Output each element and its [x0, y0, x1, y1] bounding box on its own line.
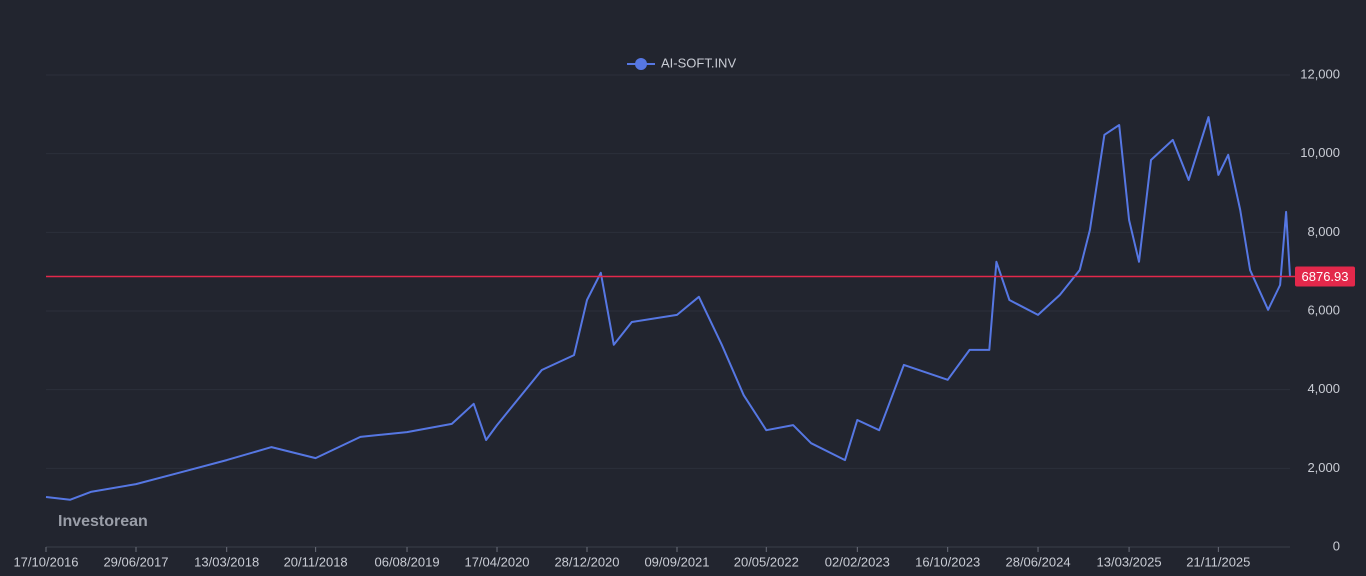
- watermark: Investorean: [58, 513, 148, 530]
- last-price-badge: [1295, 266, 1355, 287]
- y-tick-label: 2,000: [1307, 460, 1340, 475]
- x-tick-label: 28/12/2020: [554, 554, 619, 569]
- x-tick-label: 09/09/2021: [644, 554, 709, 569]
- last-price-label: 6876.93: [1302, 269, 1349, 284]
- y-tick-label: 4,000: [1307, 381, 1340, 396]
- x-tick-label: 29/06/2017: [103, 554, 168, 569]
- y-tick-label: 8,000: [1307, 224, 1340, 239]
- legend-marker: [635, 58, 647, 70]
- legend-label: AI-SOFT.INV: [661, 55, 736, 70]
- x-tick-label: 06/08/2019: [374, 554, 439, 569]
- y-tick-label: 10,000: [1300, 145, 1340, 160]
- price-line: [45, 116, 1291, 501]
- x-tick-label: 20/05/2022: [734, 554, 799, 569]
- x-tick-label: 13/03/2018: [194, 554, 259, 569]
- x-tick-label: 02/02/2023: [825, 554, 890, 569]
- x-tick-label: 28/06/2024: [1005, 554, 1070, 569]
- x-tick-label: 13/03/2025: [1097, 554, 1162, 569]
- x-tick-label: 16/10/2023: [915, 554, 980, 569]
- x-tick-label: 20/11/2018: [284, 554, 348, 569]
- y-tick-label: 12,000: [1300, 66, 1340, 81]
- x-tick-label: 21/11/2025: [1186, 554, 1250, 569]
- y-tick-label: 6,000: [1307, 302, 1340, 317]
- y-tick-label: 0: [1333, 538, 1340, 553]
- x-tick-label: 17/10/2016: [13, 554, 78, 569]
- x-tick-label: 17/04/2020: [464, 554, 529, 569]
